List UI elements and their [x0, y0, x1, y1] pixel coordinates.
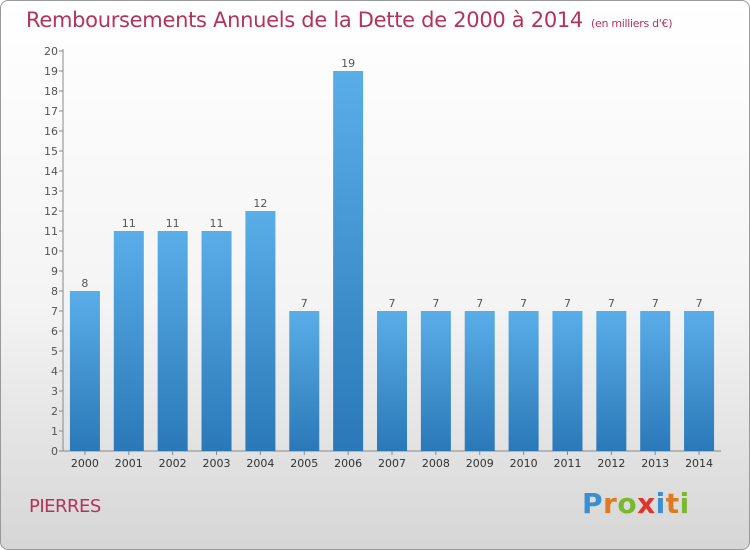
bar: [245, 211, 276, 451]
bar-value-label: 7: [564, 297, 571, 310]
bar-value-label: 7: [652, 297, 659, 310]
logo-letter: i: [655, 487, 666, 520]
y-tick-label: 9: [51, 265, 58, 278]
y-tick-label: 1: [51, 425, 58, 438]
x-tick-label: 2005: [290, 457, 318, 470]
bar-value-label: 12: [253, 197, 267, 210]
title-text: Remboursements Annuels de la Dette de 20…: [26, 8, 583, 32]
x-tick-label: 2006: [334, 457, 362, 470]
y-tick-label: 19: [44, 65, 58, 78]
bar-value-label: 7: [389, 297, 396, 310]
y-tick-label: 20: [44, 45, 58, 58]
y-tick-label: 8: [51, 285, 58, 298]
unit-label: (en milliers d'€): [591, 17, 673, 30]
y-tick-label: 10: [44, 245, 58, 258]
bar: [596, 311, 627, 451]
y-tick-label: 16: [44, 125, 58, 138]
y-tick-label: 2: [51, 405, 58, 418]
logo-letter: x: [637, 487, 656, 520]
bar: [420, 311, 451, 451]
y-tick-label: 12: [44, 205, 58, 218]
x-tick-label: 2001: [115, 457, 143, 470]
y-tick-label: 15: [44, 145, 58, 158]
bar: [289, 311, 320, 451]
y-tick-label: 6: [51, 325, 58, 338]
y-tick-label: 11: [44, 225, 58, 238]
bar-value-label: 19: [341, 57, 355, 70]
bar-value-label: 7: [520, 297, 527, 310]
bar-value-label: 11: [122, 217, 136, 230]
x-tick-label: 2012: [597, 457, 625, 470]
labels-layer: 2000 8 2001 11 2002 11 2003 11 2004 12 2005 7 2006 19…: [71, 57, 713, 470]
y-tick-label: 18: [44, 85, 58, 98]
bar: [333, 71, 364, 451]
bar-value-label: 7: [301, 297, 308, 310]
x-tick-label: 2002: [159, 457, 187, 470]
logo-letter: P: [582, 487, 604, 520]
bar: [552, 311, 583, 451]
bar-value-label: 7: [608, 297, 615, 310]
y-tick-label: 17: [44, 105, 58, 118]
x-tick-label: 2004: [246, 457, 274, 470]
bar: [684, 311, 715, 451]
bar: [157, 231, 188, 451]
logo-letter: t: [665, 487, 680, 520]
y-tick-label: 13: [44, 185, 58, 198]
bar-value-label: 11: [166, 217, 180, 230]
x-tick-label: 2003: [203, 457, 231, 470]
bars-layer: [69, 71, 715, 451]
bar: [113, 231, 144, 451]
x-tick-label: 2008: [422, 457, 450, 470]
bar-value-label: 7: [476, 297, 483, 310]
bar: [69, 291, 100, 451]
bar: [640, 311, 671, 451]
y-tick-label: 7: [51, 305, 58, 318]
proxiti-logo: Proxiti: [582, 487, 690, 520]
bar: [508, 311, 539, 451]
x-tick-label: 2011: [553, 457, 581, 470]
y-tick-label: 5: [51, 345, 58, 358]
commune-name: PIERRES: [29, 496, 101, 517]
x-tick-label: 2009: [466, 457, 494, 470]
y-tick-label: 3: [51, 385, 58, 398]
bar: [201, 231, 232, 451]
x-tick-label: 2010: [510, 457, 538, 470]
x-tick-label: 2007: [378, 457, 406, 470]
bar-value-label: 8: [81, 277, 88, 290]
x-tick-label: 2013: [641, 457, 669, 470]
y-tick-label: 14: [44, 165, 58, 178]
bar-value-label: 7: [432, 297, 439, 310]
x-tick-label: 2000: [71, 457, 99, 470]
y-tick-label: 0: [51, 445, 58, 458]
x-tick-label: 2014: [685, 457, 713, 470]
chart-title: Remboursements Annuels de la Dette de 20…: [26, 8, 672, 32]
logo-letter: r: [603, 487, 618, 520]
bar: [377, 311, 407, 451]
logo-letter: o: [617, 487, 638, 520]
y-tick-label: 4: [51, 365, 58, 378]
logo-letter: i: [679, 487, 690, 520]
bar: [464, 311, 495, 451]
bar-value-label: 7: [696, 297, 703, 310]
bar-value-label: 11: [210, 217, 224, 230]
